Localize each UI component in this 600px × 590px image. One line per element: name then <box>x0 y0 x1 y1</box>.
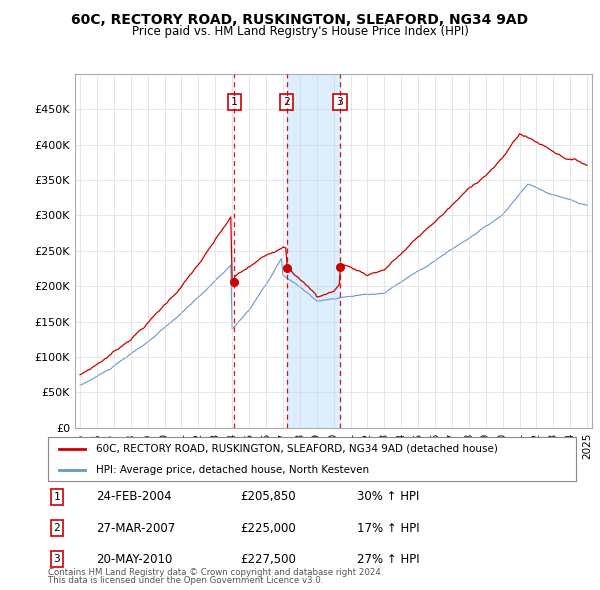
Text: 3: 3 <box>337 97 343 107</box>
Bar <box>287 74 340 428</box>
Text: 60C, RECTORY ROAD, RUSKINGTON, SLEAFORD, NG34 9AD: 60C, RECTORY ROAD, RUSKINGTON, SLEAFORD,… <box>71 13 529 27</box>
Text: This data is licensed under the Open Government Licence v3.0.: This data is licensed under the Open Gov… <box>48 576 323 585</box>
Text: 2: 2 <box>53 523 61 533</box>
Text: 60C, RECTORY ROAD, RUSKINGTON, SLEAFORD, NG34 9AD (detached house): 60C, RECTORY ROAD, RUSKINGTON, SLEAFORD,… <box>95 444 497 454</box>
Text: £225,000: £225,000 <box>240 522 296 535</box>
Text: 24-FEB-2004: 24-FEB-2004 <box>96 490 172 503</box>
Text: 30% ↑ HPI: 30% ↑ HPI <box>357 490 419 503</box>
Text: 17% ↑ HPI: 17% ↑ HPI <box>357 522 419 535</box>
Text: 1: 1 <box>231 97 238 107</box>
Text: 27-MAR-2007: 27-MAR-2007 <box>96 522 175 535</box>
Text: 27% ↑ HPI: 27% ↑ HPI <box>357 553 419 566</box>
Text: £227,500: £227,500 <box>240 553 296 566</box>
Text: Price paid vs. HM Land Registry's House Price Index (HPI): Price paid vs. HM Land Registry's House … <box>131 25 469 38</box>
Text: 20-MAY-2010: 20-MAY-2010 <box>96 553 172 566</box>
Text: Contains HM Land Registry data © Crown copyright and database right 2024.: Contains HM Land Registry data © Crown c… <box>48 568 383 577</box>
Text: 3: 3 <box>53 555 61 564</box>
Text: HPI: Average price, detached house, North Kesteven: HPI: Average price, detached house, Nort… <box>95 465 368 475</box>
Text: 2: 2 <box>283 97 290 107</box>
Text: £205,850: £205,850 <box>240 490 296 503</box>
Text: 1: 1 <box>53 492 61 502</box>
